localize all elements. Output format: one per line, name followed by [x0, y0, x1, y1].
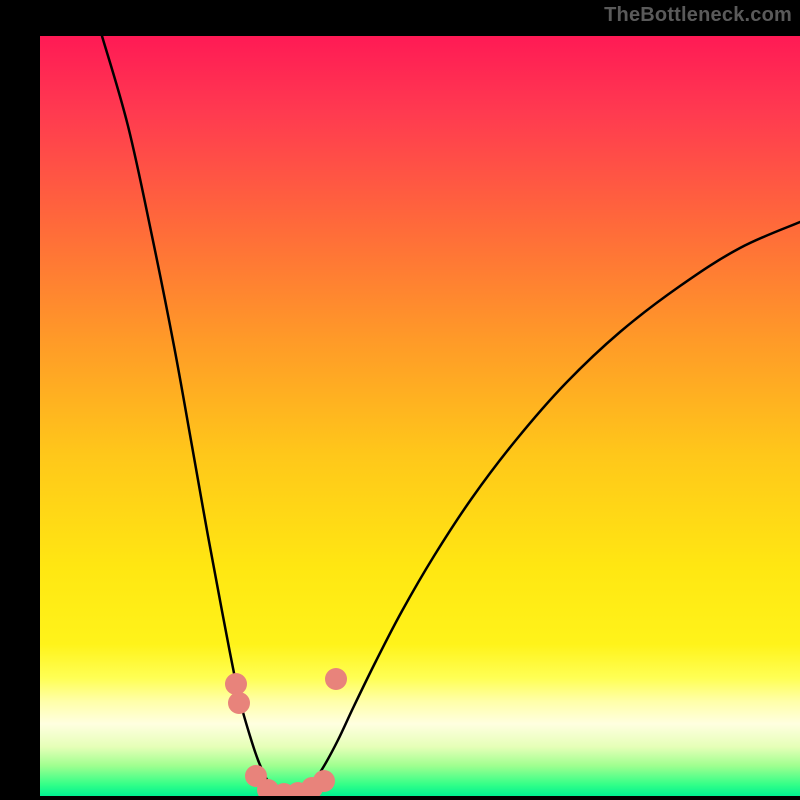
left-curve: [102, 36, 280, 795]
right-curve: [302, 222, 800, 794]
outer-frame: [0, 0, 800, 800]
data-marker: [228, 692, 250, 714]
data-marker: [313, 770, 335, 792]
watermark-text: TheBottleneck.com: [604, 4, 792, 27]
data-marker: [325, 668, 347, 690]
plot-area: [40, 36, 800, 796]
marker-group: [225, 668, 347, 796]
bottleneck-curve: [40, 36, 800, 796]
data-marker: [225, 673, 247, 695]
